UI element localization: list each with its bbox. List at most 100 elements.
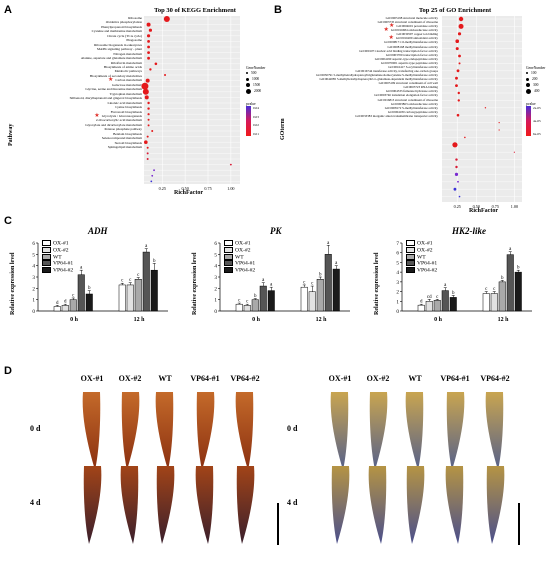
go-size-legend-item: 300 [526, 82, 552, 88]
bar-legend-item: VP64-#2 [406, 267, 437, 274]
bar-legend-item: OX-#2 [406, 246, 437, 254]
bar [425, 301, 433, 312]
go-term-text: GO:0003723 RNA binding [403, 85, 438, 90]
kegg-term-text: Galactose metabolism [111, 82, 142, 87]
kegg-point [149, 68, 152, 71]
root-image [446, 392, 465, 470]
kegg-size-legend-item: 1500 [246, 82, 272, 88]
kegg-term-label: Cysteine and methionine metabolism [12, 29, 142, 33]
y-tick-label: 6 [32, 241, 35, 247]
bar-legend-label: OX-#2 [417, 247, 433, 254]
bar-legend-item: OX-#2 [224, 246, 255, 254]
go-colorbar [526, 106, 531, 136]
bar-ylabel: Relative expression level [10, 252, 16, 315]
go-term-text: GO:0030597 copper ion binding [396, 32, 438, 37]
root-image [405, 392, 424, 470]
legend-swatch-icon [224, 260, 233, 267]
kegg-term-text: Tryptophan metabolism [109, 91, 142, 96]
go-point [498, 122, 500, 124]
go-term-label: GO:0033383 inorganic anion transmembrane… [286, 114, 438, 118]
kegg-size-legend-title: GeneNumber [246, 66, 266, 70]
kegg-xtick: 1.00 [227, 186, 234, 191]
kegg-term-text: MAPK signaling pathway - plant [96, 47, 142, 52]
go-point [457, 91, 460, 95]
timepoint-label: 12 h [316, 317, 328, 323]
timepoint-label: 0 h [434, 317, 443, 323]
go-term-text: GO:0003746 translation elongation factor… [374, 93, 438, 98]
kegg-term-label: Citrate cycle (TCA cycle) [12, 34, 142, 38]
go-point [455, 158, 458, 161]
bar-legend-item: WT [406, 253, 437, 261]
go-point [457, 180, 459, 183]
kegg-point [147, 56, 150, 60]
bar-legend-label: VP64-#2 [235, 267, 256, 274]
y-tick-label: 2 [32, 286, 35, 292]
kegg-point [144, 140, 148, 144]
bar-legend-label: OX-#2 [235, 247, 251, 254]
kegg-size-legend-value: 1500 [253, 83, 261, 87]
kegg-term-text: Ribosome [128, 16, 142, 20]
go-term-text: GO:0008168 methyltransferase activity [387, 44, 438, 49]
go-point [498, 129, 500, 131]
bar-legend-label: OX-#1 [417, 240, 433, 247]
y-tick-label: 3 [396, 280, 399, 286]
bar [85, 293, 93, 312]
sample-label: VP64-#1 [190, 374, 220, 383]
go-point [484, 107, 487, 109]
kegg-term-label: Biosynthesis of secondary metabolites [12, 74, 142, 78]
y-tick-label: 5 [214, 252, 217, 258]
y-tick-label: 4 [32, 264, 35, 270]
go-size-legend-title: GeneNumber [526, 66, 546, 70]
kegg-point [147, 40, 150, 43]
sample-label: WT [408, 374, 422, 383]
kegg-point [147, 107, 150, 110]
kegg-term-text: Oxidative phosphorylation [105, 20, 142, 25]
kegg-point [146, 34, 151, 38]
go-term-text: GO:0008172 S-methyltransferase activity [384, 105, 438, 110]
bar-legend-item: VP64-#1 [406, 260, 437, 267]
star-icon: ★ [94, 112, 100, 119]
go-xtick: 1.00 [511, 204, 518, 209]
go-term-text: GO:0004333 fumarate hydratase activity [385, 89, 438, 94]
bar [324, 254, 332, 312]
bar [482, 293, 490, 312]
y-tick-label: 4 [396, 270, 399, 276]
kegg-point [229, 163, 232, 166]
kegg-dot-plot: 0.25 0.50 0.75 1.00 [141, 16, 240, 191]
root-shape [331, 466, 350, 544]
go-colorbar-labels: 2e-05 4e-05 6e-05 [533, 106, 541, 136]
kegg-term-text: Pentose phosphate pathway [104, 127, 142, 132]
kegg-term-label: ★ Carbon metabolism [12, 77, 142, 83]
size-dot-icon [246, 83, 250, 88]
kegg-color-legend-title: pvalue [246, 102, 256, 106]
kegg-size-legend-value: 500 [251, 71, 257, 75]
kegg-term-label: Biosynthesis of amino acids [12, 65, 142, 69]
go-term-text: GO:0016744 transferase activity, transfe… [355, 69, 438, 74]
bar [134, 279, 142, 312]
significance-letter: b [88, 286, 91, 291]
sample-label: OX-#2 [118, 374, 142, 383]
go-term-label: GO:0016813 structural constituent of rib… [286, 98, 438, 102]
timepoint-label: 12 h [134, 317, 146, 323]
timepoint-label: 12 h [498, 317, 510, 323]
go-term-text: GO:0016684 oxidoreductase activity [390, 28, 438, 33]
panel-letter-d: D [4, 365, 12, 377]
kegg-term-text: Riboflavin metabolism [110, 60, 142, 65]
bar [77, 274, 85, 312]
legend-swatch-icon [42, 260, 51, 267]
kegg-term-label: Lysine biosynthesis [12, 105, 142, 109]
go-point [455, 47, 459, 51]
bar [441, 290, 449, 312]
sample-label: VP64-#2 [480, 374, 510, 383]
go-point [458, 62, 461, 65]
legend-swatch-icon [406, 267, 415, 274]
kegg-term-text: Citrate cycle (TCA cycle) [107, 33, 142, 38]
bar-legend-item: OX-#1 [406, 240, 437, 247]
kegg-color-legend-value: 0.02 [253, 123, 259, 128]
go-color-legend-value: 4e-05 [533, 119, 541, 123]
bar [300, 286, 308, 312]
root-image [83, 466, 102, 544]
size-dot-icon [526, 88, 531, 94]
